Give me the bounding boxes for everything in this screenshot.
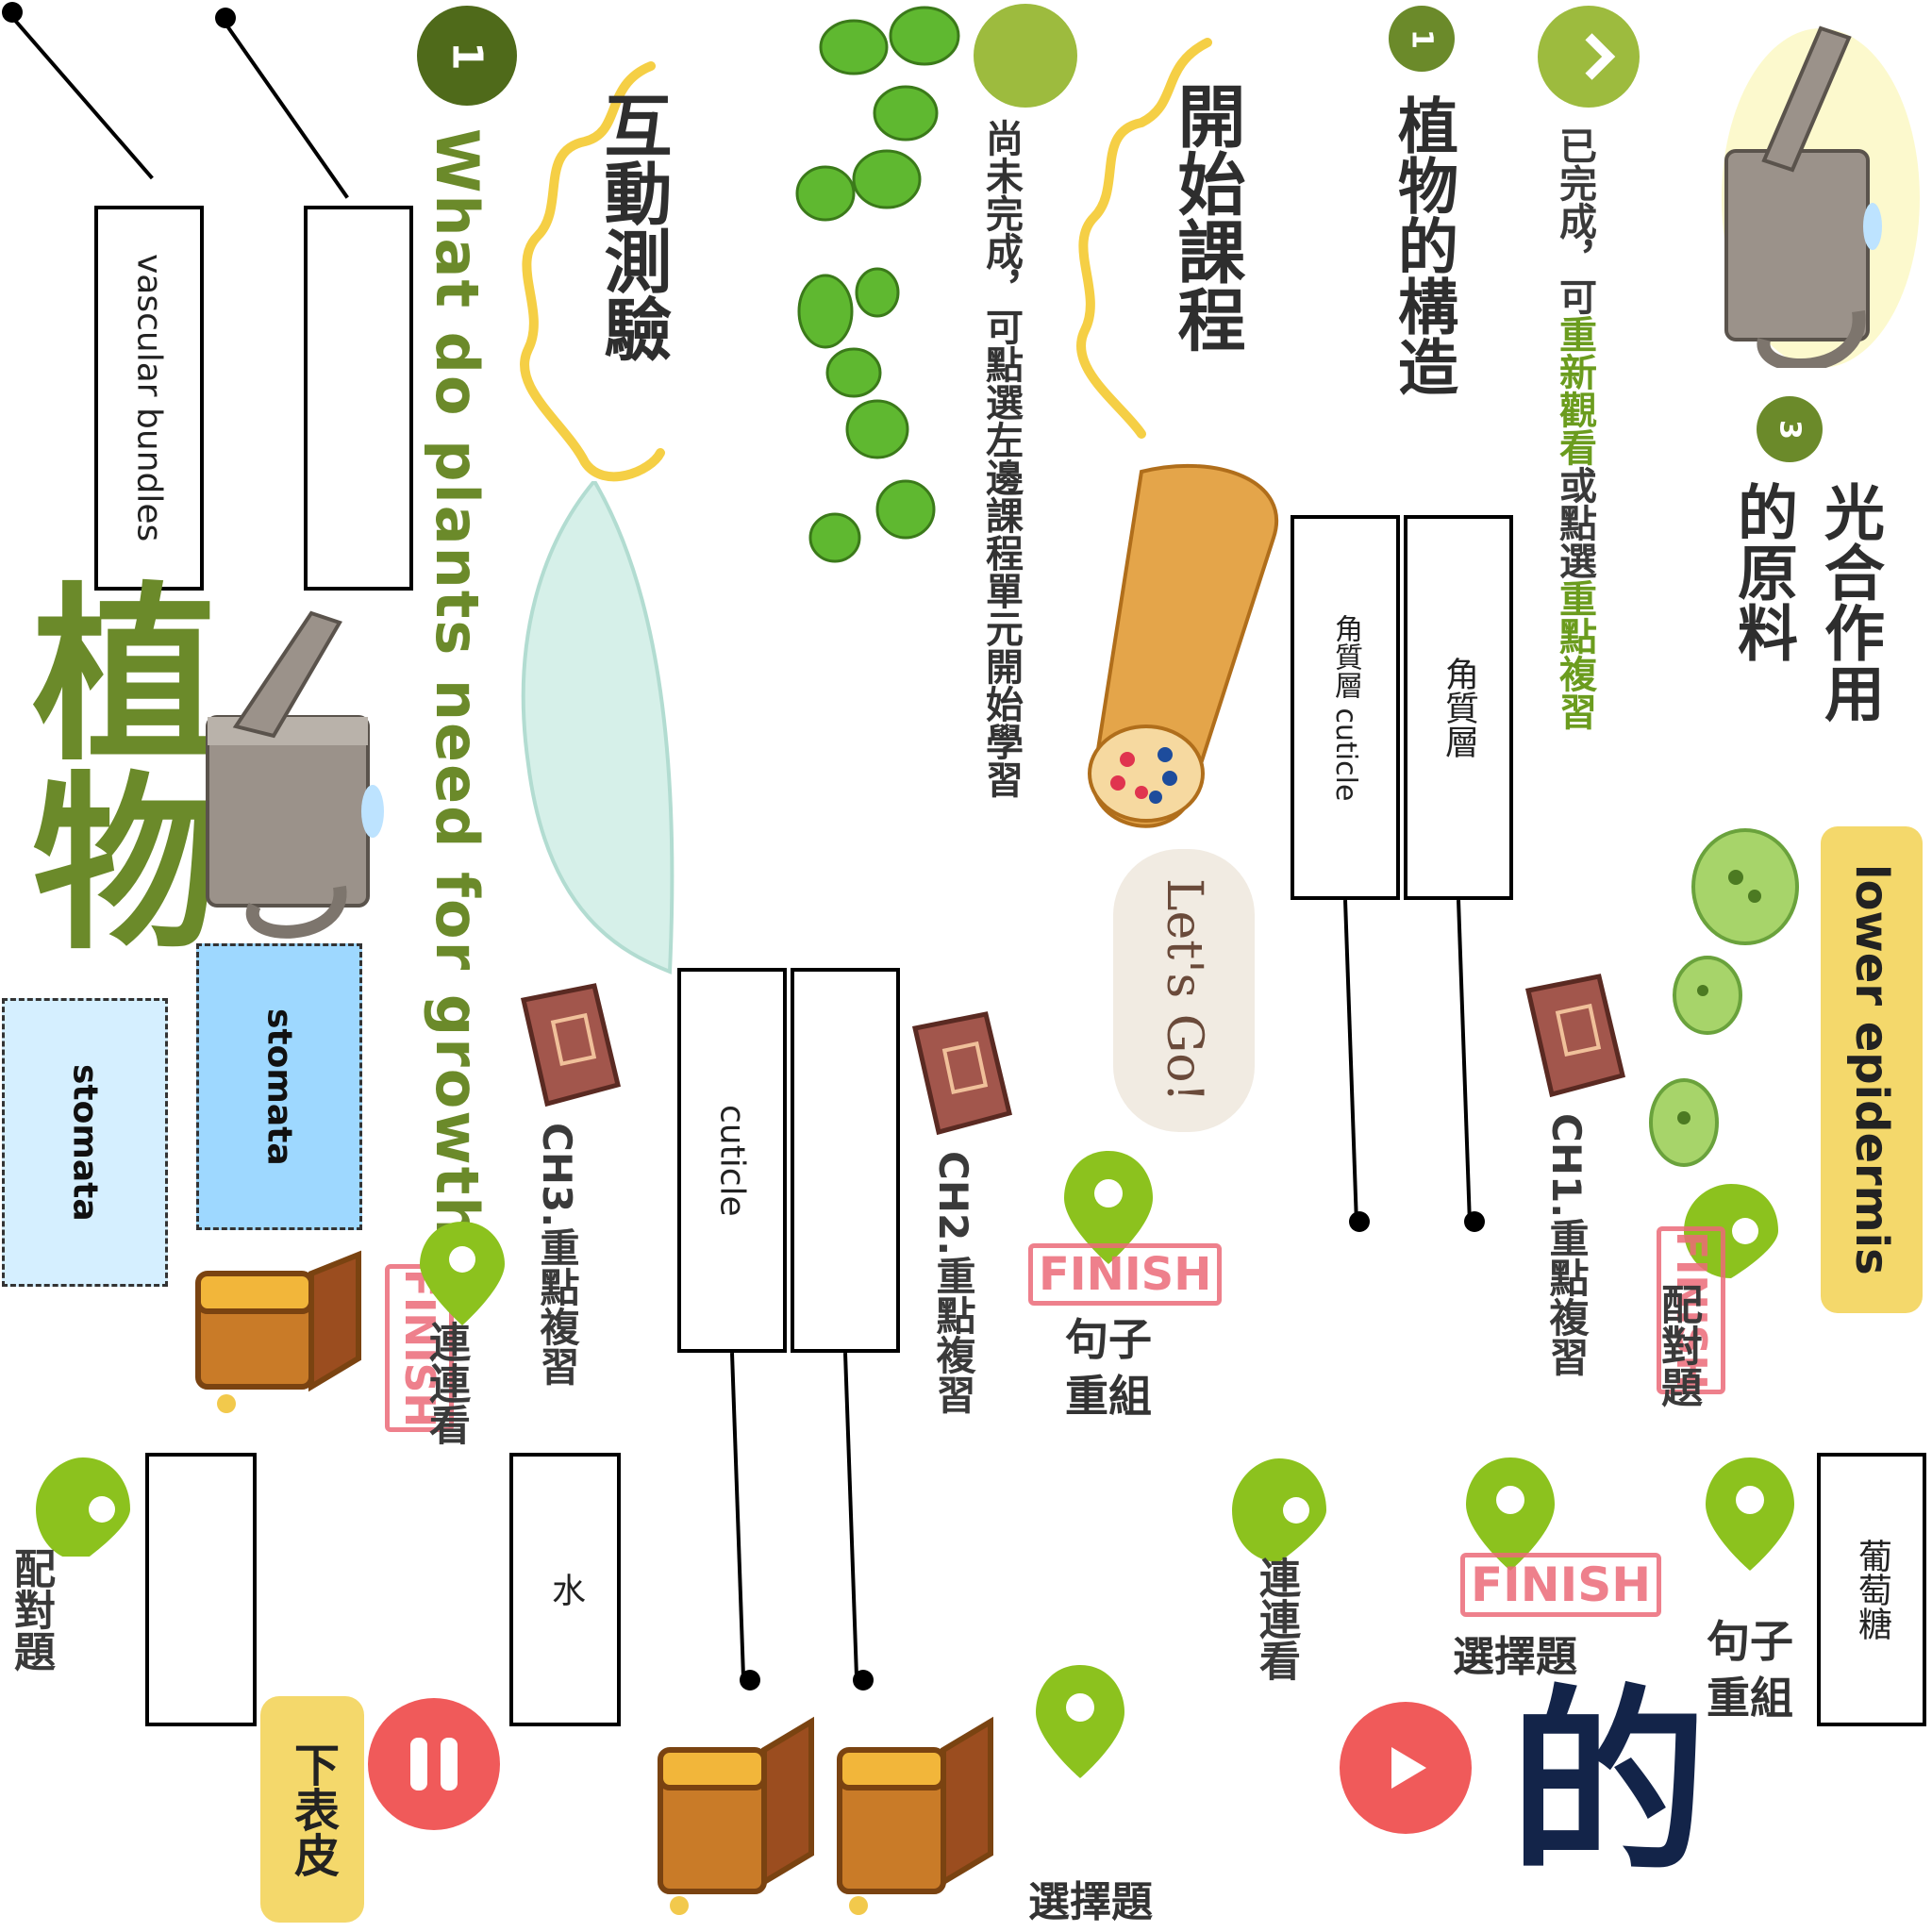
step-number-circle: 3 — [1757, 396, 1823, 462]
leaf-decoration — [521, 481, 675, 974]
answer-box-cuticle[interactable]: cuticle — [677, 968, 787, 1353]
connector-dot — [1464, 1211, 1485, 1232]
book-icon — [1524, 974, 1625, 1098]
answer-box-empty[interactable] — [791, 968, 900, 1353]
treasure-chest-icon — [837, 1716, 993, 1915]
finish-stamp: FINISH — [1460, 1553, 1662, 1617]
location-pin-icon[interactable] — [1057, 1146, 1160, 1269]
start-course-title[interactable]: 開始課程 — [1166, 81, 1245, 353]
activity-matching[interactable]: 配對題 — [1654, 1283, 1702, 1407]
location-pin-icon[interactable] — [1028, 1660, 1132, 1783]
lets-go-speech-bubble[interactable]: Let's Go! — [1113, 849, 1255, 1132]
tag-stomata[interactable]: stomata — [196, 943, 362, 1230]
tag-lower-epidermis-cn[interactable]: 下表皮 — [260, 1696, 364, 1923]
connector-dot — [2, 2, 23, 23]
box-text: vascular bundles — [129, 254, 169, 542]
location-pin-icon[interactable] — [1458, 1453, 1562, 1575]
answer-box-empty[interactable] — [145, 1453, 257, 1726]
connector-line — [8, 13, 154, 180]
activity-connect[interactable]: 連連看 — [422, 1321, 470, 1445]
watering-can-icon — [1722, 25, 1920, 368]
stem-cross-section-illustration — [1088, 463, 1279, 828]
chapter-1-review[interactable]: CH1.重點複習 — [1543, 1113, 1590, 1377]
play-button[interactable] — [1340, 1702, 1472, 1834]
connector-line — [730, 1353, 746, 1679]
not-completed-text: 尚未完成，可點選左邊課程單元開始學習 — [979, 119, 1023, 798]
step-number-circle: 1 — [417, 6, 517, 106]
activity-matching[interactable]: 配對題 — [7, 1547, 55, 1672]
chapter-2-review[interactable]: CH2.重點複習 — [930, 1151, 976, 1415]
green-blob-decoration — [795, 6, 960, 563]
answer-box-cuticle-cn[interactable]: 角質層 — [1404, 515, 1513, 900]
completed-text: 已完成，可重新觀看或點選重點複習 — [1553, 126, 1596, 730]
connector-dot — [740, 1670, 760, 1690]
answer-box-vascular-bundles[interactable]: vascular bundles — [94, 206, 204, 591]
activity-choice[interactable]: 選擇題 — [1028, 1878, 1153, 1926]
photosynthesis-materials-title: 光合作用的原料 — [1727, 481, 1884, 723]
connector-dot — [215, 8, 236, 28]
answer-box-water[interactable]: 水 — [509, 1453, 621, 1726]
location-pin-icon[interactable] — [26, 1453, 140, 1557]
finish-stamp: FINISH — [1657, 1226, 1725, 1395]
connector-dot — [853, 1670, 874, 1690]
location-pin-icon[interactable] — [1698, 1453, 1802, 1575]
pause-button[interactable] — [368, 1698, 500, 1830]
play-icon — [1391, 1747, 1426, 1789]
big-de-char: 的 — [1509, 1668, 1708, 1899]
lotus-root-decoration — [1649, 828, 1799, 1167]
location-pin-icon[interactable] — [415, 1217, 509, 1330]
treasure-chest-icon — [195, 1250, 361, 1413]
book-icon — [520, 983, 621, 1108]
connector-line — [1457, 900, 1472, 1221]
plant-structure-title: 植物的構造 — [1388, 94, 1457, 396]
connector-line — [221, 19, 349, 199]
pause-icon — [410, 1738, 458, 1790]
step-number-circle: 1 — [1389, 6, 1455, 72]
connector-line — [843, 1353, 859, 1679]
finish-stamp: FINISH — [1028, 1243, 1223, 1306]
activity-sentence[interactable]: 句子重組 — [1065, 1314, 1152, 1422]
chapter-3-review[interactable]: CH3.重點複習 — [534, 1123, 580, 1387]
connector-dot — [1349, 1211, 1370, 1232]
location-pin-icon[interactable] — [1223, 1458, 1336, 1562]
treasure-chest-icon — [658, 1716, 814, 1915]
connector-line — [1343, 900, 1358, 1221]
activity-choice[interactable]: 選擇題 — [1453, 1633, 1577, 1681]
tag-lower-epidermis[interactable]: lower epidermis — [1821, 826, 1923, 1313]
location-pin-icon[interactable] — [1679, 1179, 1783, 1283]
answer-box-cuticle-cn-en[interactable]: 角質層 cuticle — [1291, 515, 1400, 900]
status-circle — [974, 4, 1077, 108]
completed-check-icon — [1538, 6, 1640, 108]
answer-box-glucose[interactable]: 葡萄糖 — [1817, 1453, 1926, 1726]
cloud-decoration — [520, 61, 665, 482]
cloud-decoration — [1076, 38, 1212, 439]
activity-connect[interactable]: 連連看 — [1252, 1557, 1300, 1681]
activity-sentence[interactable]: 句子重組 — [1707, 1616, 1793, 1724]
tag-stomata[interactable]: stomata — [2, 998, 168, 1287]
watering-can-icon — [206, 610, 384, 939]
interactive-quiz-title: 互動測驗 — [592, 91, 672, 362]
question-text: What do plants need for growth? — [423, 128, 491, 1276]
book-icon — [911, 1011, 1012, 1136]
answer-box-empty[interactable] — [304, 206, 413, 591]
big-plant-title: 植物 — [0, 575, 219, 953]
